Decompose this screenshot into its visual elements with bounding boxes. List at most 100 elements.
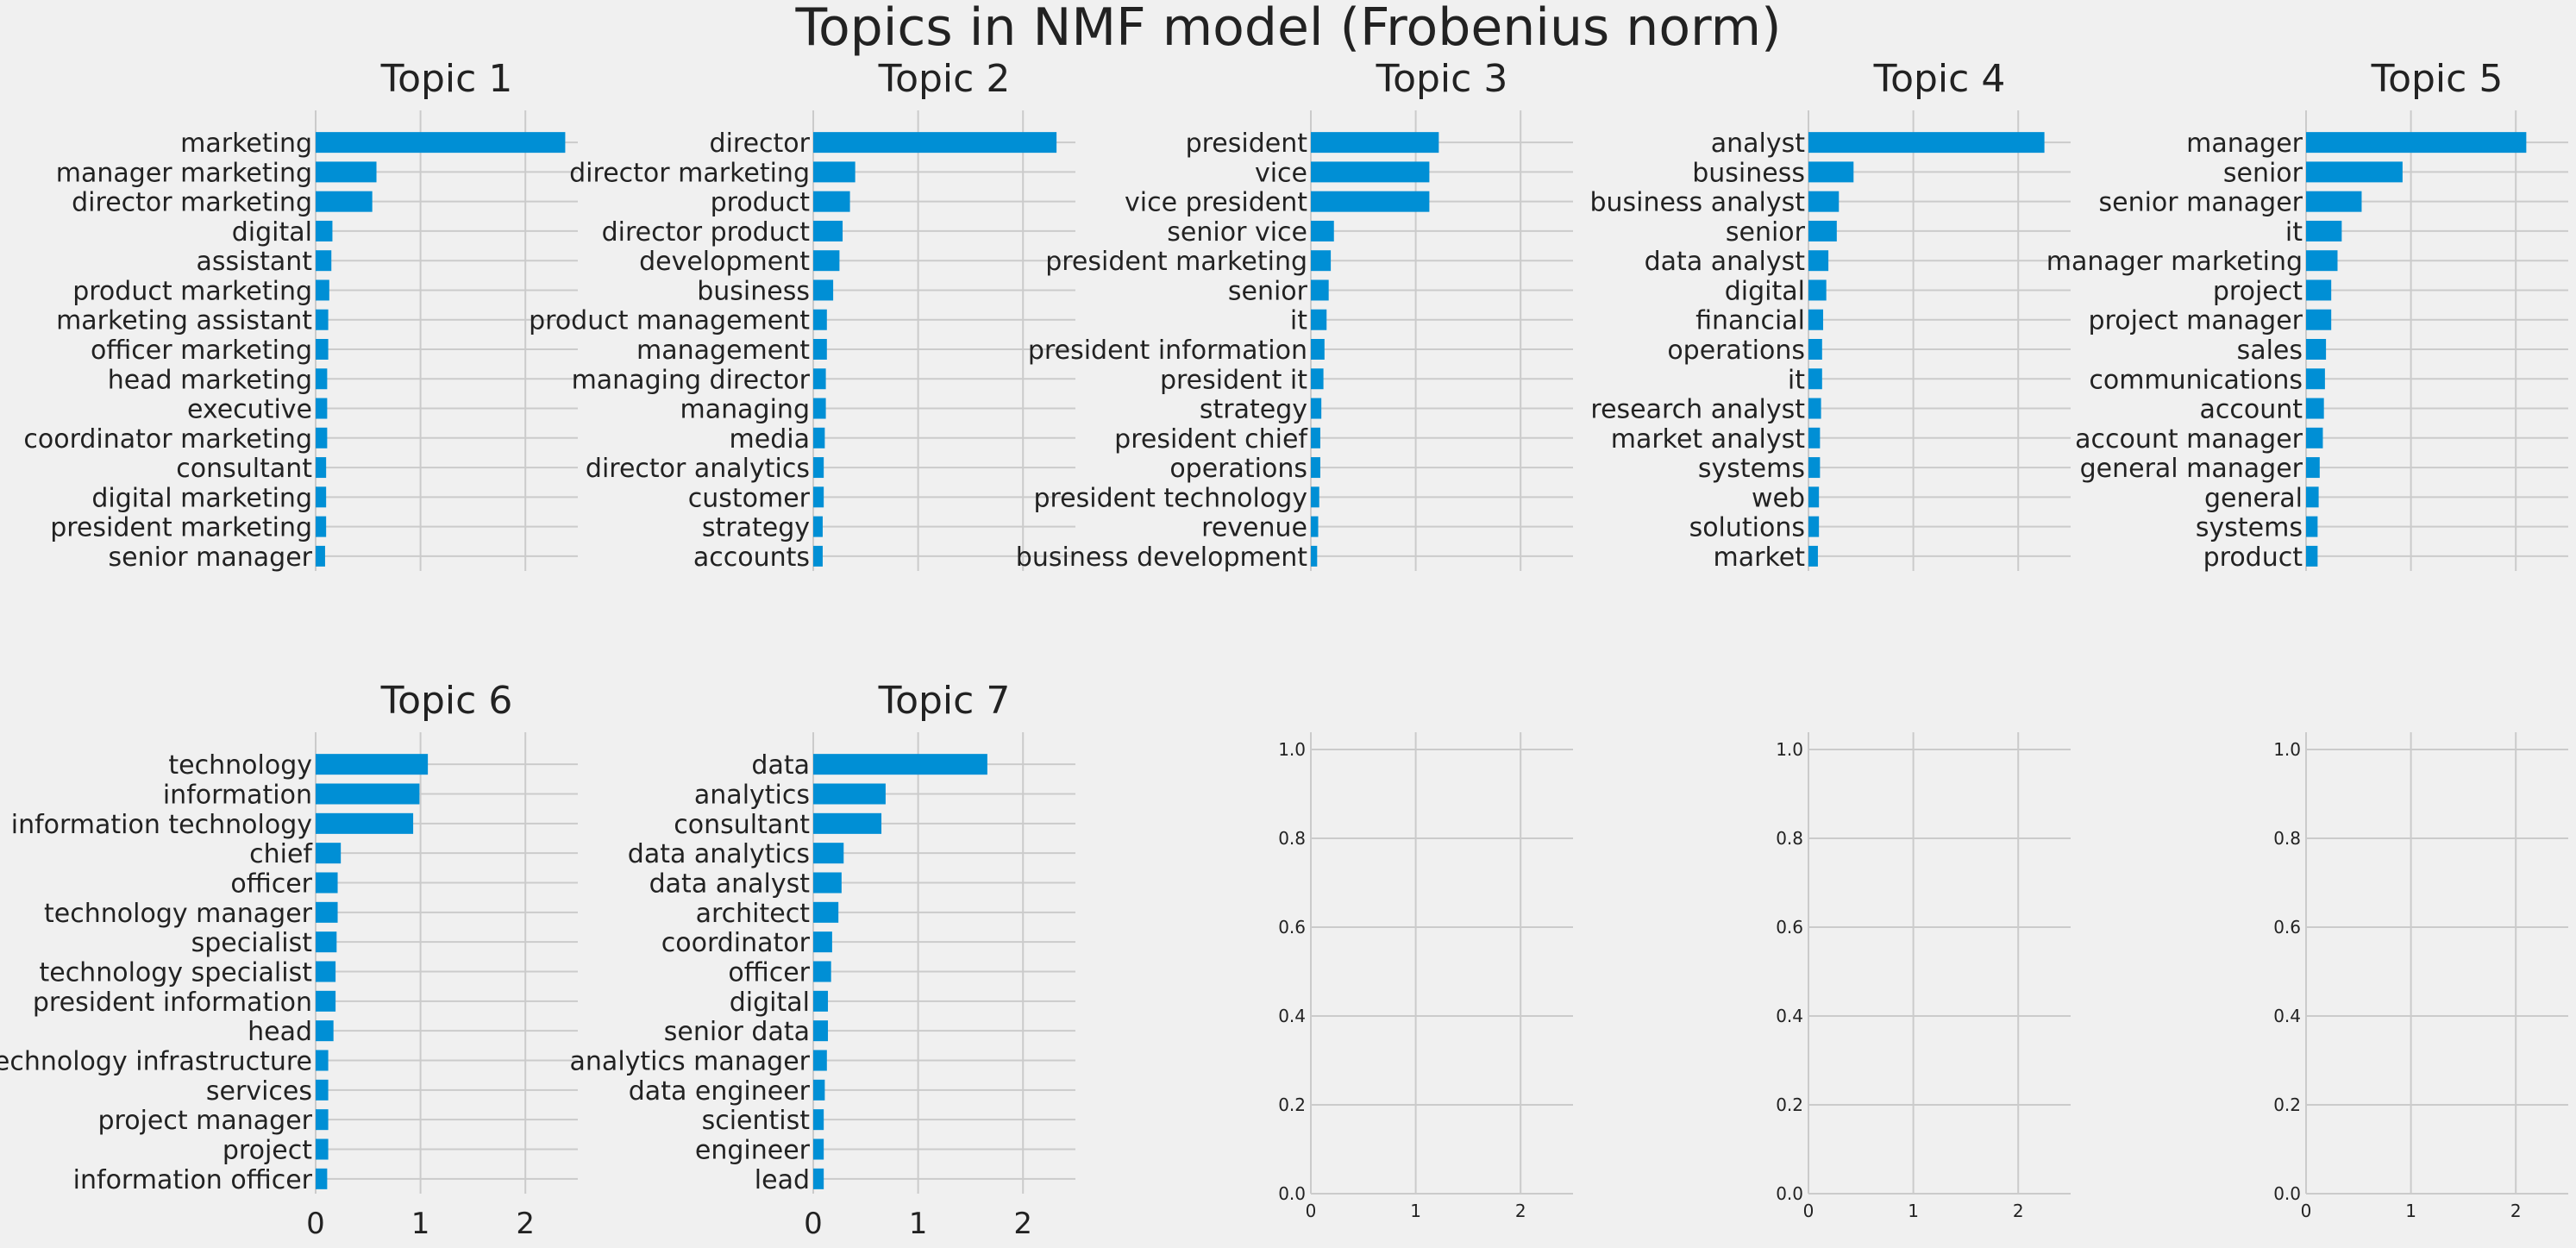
- bar: [316, 1138, 329, 1160]
- bar: [2306, 457, 2320, 479]
- bar: [813, 843, 844, 864]
- y-tick-label: 0.2: [1776, 1094, 1803, 1115]
- bar: [1808, 132, 2045, 154]
- term-label: product management: [529, 306, 810, 336]
- term-label: technology infrastructure: [0, 1047, 312, 1077]
- term-label: chief: [249, 839, 313, 869]
- term-label: president information: [33, 988, 312, 1018]
- term-label: services: [206, 1076, 312, 1107]
- bar: [1311, 191, 1430, 212]
- x-tick-label: 2: [2013, 1201, 2024, 1221]
- term-label: head marketing: [108, 365, 312, 395]
- term-label: manager: [2186, 129, 2303, 159]
- bar: [1311, 220, 1334, 241]
- term-label: president marketing: [50, 513, 312, 543]
- term-label: director analytics: [586, 454, 810, 484]
- bar: [316, 427, 328, 448]
- bar: [316, 220, 333, 241]
- bar: [813, 220, 843, 241]
- term-label: media: [730, 424, 810, 455]
- term-label: revenue: [1201, 513, 1307, 543]
- bar: [1311, 368, 1324, 390]
- bar: [1311, 132, 1439, 154]
- term-label: strategy: [1200, 395, 1307, 425]
- y-tick-label: 1.0: [1278, 739, 1306, 760]
- bar: [2306, 427, 2323, 448]
- term-label: analytics manager: [570, 1047, 811, 1077]
- term-label: sales: [2237, 336, 2303, 366]
- term-label: it: [1788, 365, 1805, 395]
- bar: [1808, 368, 1822, 390]
- term-label: project manager: [2089, 306, 2303, 336]
- bar: [813, 1020, 829, 1042]
- bar: [1808, 427, 1821, 448]
- term-label: managing director: [572, 365, 811, 395]
- term-label: information: [163, 781, 312, 811]
- x-tick-label: 1: [411, 1207, 430, 1241]
- term-label: digital: [1725, 276, 1805, 306]
- term-label: vice: [1255, 158, 1307, 188]
- bar: [813, 250, 840, 272]
- bar: [1808, 161, 1854, 183]
- y-tick-label: 0.4: [1278, 1006, 1306, 1026]
- term-label: project manager: [98, 1106, 313, 1136]
- term-label: customer: [688, 483, 811, 513]
- term-label: assistant: [196, 247, 312, 277]
- panel-title: Topic 3: [1376, 57, 1508, 101]
- x-tick-label: 2: [1013, 1207, 1032, 1241]
- x-tick-label: 0: [2301, 1201, 2312, 1221]
- bar: [316, 990, 336, 1012]
- term-label: data: [751, 750, 810, 781]
- term-label: strategy: [702, 513, 810, 543]
- bar: [1311, 339, 1325, 360]
- term-label: development: [639, 247, 810, 277]
- x-tick-label: 2: [516, 1207, 535, 1241]
- panel-title: Topic 1: [380, 57, 513, 101]
- bar: [813, 931, 832, 953]
- bar: [813, 191, 850, 212]
- term-label: marketing assistant: [56, 306, 312, 336]
- panel-title: Topic 5: [2371, 57, 2504, 101]
- y-tick-label: 0.0: [1278, 1183, 1306, 1204]
- term-label: business: [1692, 158, 1805, 188]
- panel-title: Topic 7: [878, 679, 1011, 723]
- y-tick-label: 0.8: [2273, 828, 2301, 849]
- empty-panel: 0 1 2 0.0 0.2 0.4 0.6 0.8 1.0: [1278, 732, 1573, 1221]
- bar: [1808, 339, 1822, 360]
- x-tick-label: 1: [909, 1207, 928, 1241]
- y-tick-label: 1.0: [1776, 739, 1803, 760]
- bar: [2306, 516, 2318, 537]
- term-label: coordinator marketing: [23, 424, 312, 455]
- bar: [813, 486, 824, 508]
- panel-title: Topic 2: [878, 57, 1011, 101]
- panel-title: Topic 4: [1873, 57, 2006, 101]
- term-label: project: [2213, 276, 2303, 306]
- bar: [316, 1020, 334, 1042]
- term-label: coordinator: [661, 928, 811, 958]
- term-label: officer: [230, 869, 312, 900]
- bar: [813, 1138, 824, 1160]
- bar: [316, 457, 327, 479]
- term-label: digital: [730, 988, 810, 1018]
- bar: [813, 812, 882, 834]
- y-tick-label: 0.6: [1776, 917, 1803, 938]
- bar: [316, 1079, 329, 1101]
- bar: [316, 783, 420, 805]
- bar: [316, 754, 429, 775]
- term-label: general: [2204, 483, 2303, 513]
- bar: [813, 872, 842, 894]
- bar: [2306, 220, 2342, 241]
- x-tick-label: 0: [804, 1207, 823, 1241]
- term-label: marketing: [180, 129, 312, 159]
- bar: [2306, 161, 2403, 183]
- bar: [316, 812, 414, 834]
- bar: [1808, 250, 1829, 272]
- bar: [1808, 457, 1821, 479]
- term-label: consultant: [674, 810, 810, 840]
- empty-panel: 0 1 2 0.0 0.2 0.4 0.6 0.8 1.0: [1776, 732, 2071, 1221]
